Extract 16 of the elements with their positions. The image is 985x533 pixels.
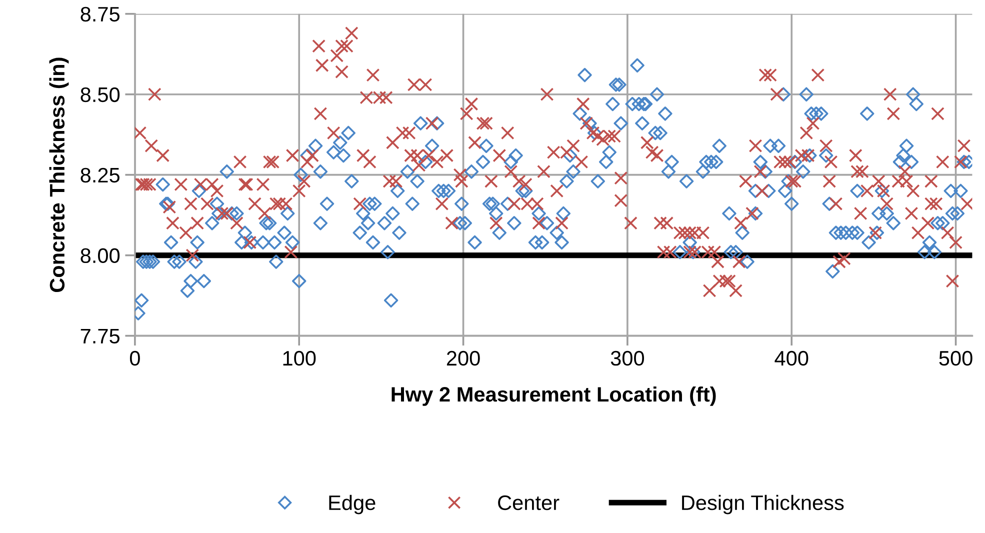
y-axis-title: Concrete Thickness (in) [49, 58, 69, 292]
y-tick-label: 7.75 [80, 329, 120, 344]
x-tick-label: 500 [939, 350, 972, 366]
legend-label: Edge [329, 494, 376, 514]
y-tick-label: 8.00 [80, 248, 120, 264]
x-tick-label: 400 [774, 350, 808, 366]
legend-label: Design Thickness [682, 494, 844, 514]
y-tick-label: 8.50 [80, 87, 120, 102]
legend-label: Center [498, 495, 560, 510]
x-axis-title: Hwy 2 Measurement Location (ft) [392, 386, 716, 406]
x-tick-label: 0 [130, 350, 140, 366]
x-tick-label: 200 [446, 350, 480, 366]
x-tick-label: 300 [610, 350, 644, 366]
x-tick-label: 100 [283, 350, 316, 366]
y-tick-label: 8.25 [80, 168, 120, 183]
y-tick-label: 8.75 [80, 6, 120, 22]
